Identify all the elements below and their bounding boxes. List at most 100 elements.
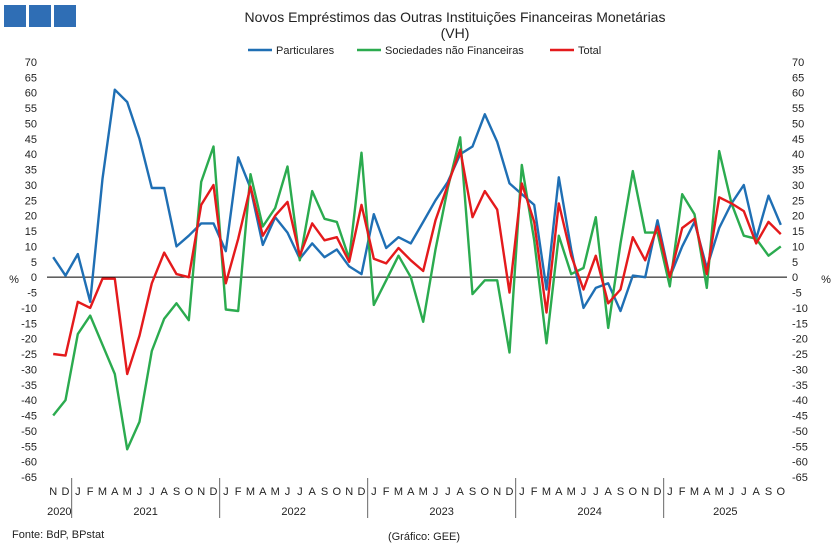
logo-square-3 bbox=[54, 5, 76, 27]
month-tick-label: O bbox=[777, 486, 786, 498]
month-tick-label: M bbox=[98, 486, 107, 498]
y-tick-label-left: -50 bbox=[21, 426, 37, 438]
month-tick-label: N bbox=[641, 486, 649, 498]
series-line-total bbox=[53, 148, 782, 376]
y-tick-label-right: 40 bbox=[792, 149, 804, 161]
month-tick-label: D bbox=[62, 486, 70, 498]
year-label: 2025 bbox=[713, 506, 737, 518]
y-tick-label-left: -5 bbox=[27, 288, 37, 300]
month-tick-label: J bbox=[445, 486, 451, 498]
y-tick-label-right: -15 bbox=[792, 318, 808, 330]
y-tick-label-right: -55 bbox=[792, 441, 808, 453]
y-tick-label-left: 0 bbox=[31, 272, 37, 284]
y-tick-label-right: 20 bbox=[792, 211, 804, 223]
y-tick-label-left: -65 bbox=[21, 472, 37, 484]
month-tick-label: O bbox=[333, 486, 342, 498]
year-label: 2020 bbox=[47, 506, 71, 518]
y-tick-label-left: 50 bbox=[25, 118, 37, 130]
y-tick-label-right: 60 bbox=[792, 88, 804, 100]
month-tick-label: M bbox=[690, 486, 699, 498]
month-tick-label: M bbox=[715, 486, 724, 498]
y-tick-label-left: 60 bbox=[25, 88, 37, 100]
y-tick-label-right: -35 bbox=[792, 380, 808, 392]
month-tick-label: M bbox=[419, 486, 428, 498]
y-tick-label-right: 65 bbox=[792, 72, 804, 84]
y-tick-label-left: -60 bbox=[21, 457, 37, 469]
y-tick-label-right: 45 bbox=[792, 134, 804, 146]
month-tick-label: J bbox=[667, 486, 673, 498]
y-tick-label-right: -20 bbox=[792, 334, 808, 346]
month-tick-label: J bbox=[371, 486, 377, 498]
y-tick-label-right: -50 bbox=[792, 426, 808, 438]
month-tick-label: S bbox=[617, 486, 624, 498]
y-tick-label-left: 65 bbox=[25, 72, 37, 84]
y-tick-label-left: 20 bbox=[25, 211, 37, 223]
month-tick-label: A bbox=[604, 486, 612, 498]
month-tick-label: A bbox=[160, 486, 168, 498]
legend-label: Sociedades não Financeiras bbox=[385, 45, 524, 57]
month-tick-label: N bbox=[493, 486, 501, 498]
legend-label: Total bbox=[578, 45, 601, 57]
month-tick-label: A bbox=[111, 486, 119, 498]
y-tick-label-left: -55 bbox=[21, 441, 37, 453]
y-tick-label-left: 10 bbox=[25, 241, 37, 253]
y-tick-label-left: 45 bbox=[25, 134, 37, 146]
logo-square-1 bbox=[4, 5, 26, 27]
y-tick-label-right: -45 bbox=[792, 411, 808, 423]
month-tick-label: F bbox=[87, 486, 94, 498]
y-tick-label-right: -65 bbox=[792, 472, 808, 484]
year-label: 2024 bbox=[577, 506, 601, 518]
month-tick-label: O bbox=[629, 486, 638, 498]
plot-area bbox=[52, 88, 782, 451]
y-tick-label-right: 0 bbox=[792, 272, 798, 284]
y-tick-label-left: 55 bbox=[25, 103, 37, 115]
month-tick-label: J bbox=[729, 486, 735, 498]
month-tick-label: F bbox=[531, 486, 538, 498]
y-axis-label-left: % bbox=[9, 274, 19, 286]
y-tick-label-right: 10 bbox=[792, 241, 804, 253]
y-tick-label-right: 55 bbox=[792, 103, 804, 115]
year-label: 2023 bbox=[429, 506, 453, 518]
month-tick-label: M bbox=[394, 486, 403, 498]
month-tick-label: D bbox=[506, 486, 514, 498]
y-tick-label-right: 15 bbox=[792, 226, 804, 238]
chart-subtitle: (VH) bbox=[441, 25, 470, 41]
series-line-particulares bbox=[52, 88, 782, 313]
month-tick-label: A bbox=[308, 486, 316, 498]
y-tick-label-left: -40 bbox=[21, 395, 37, 407]
month-tick-label: S bbox=[321, 486, 328, 498]
month-tick-label: M bbox=[567, 486, 576, 498]
month-tick-label: N bbox=[197, 486, 205, 498]
y-tick-label-right: 25 bbox=[792, 195, 804, 207]
month-tick-label: J bbox=[433, 486, 439, 498]
y-tick-label-left: 35 bbox=[25, 165, 37, 177]
month-tick-label: F bbox=[235, 486, 242, 498]
legend-label: Particulares bbox=[276, 45, 335, 57]
month-tick-label: J bbox=[297, 486, 303, 498]
year-label: 2022 bbox=[281, 506, 305, 518]
month-tick-label: J bbox=[137, 486, 143, 498]
month-tick-label: A bbox=[752, 486, 760, 498]
credit-note: (Gráfico: GEE) bbox=[388, 531, 460, 543]
month-tick-label: M bbox=[246, 486, 255, 498]
month-tick-label: J bbox=[75, 486, 81, 498]
month-tick-label: D bbox=[210, 486, 218, 498]
month-tick-label: A bbox=[703, 486, 711, 498]
month-tick-label: J bbox=[741, 486, 747, 498]
month-tick-label: J bbox=[519, 486, 525, 498]
month-tick-label: A bbox=[555, 486, 563, 498]
month-tick-label: S bbox=[765, 486, 772, 498]
y-tick-label-right: -10 bbox=[792, 303, 808, 315]
y-tick-label-right: 50 bbox=[792, 118, 804, 130]
month-tick-label: N bbox=[345, 486, 353, 498]
y-tick-label-right: -30 bbox=[792, 364, 808, 376]
y-tick-label-right: 30 bbox=[792, 180, 804, 192]
source-note: Fonte: BdP, BPstat bbox=[12, 529, 104, 541]
month-tick-label: O bbox=[481, 486, 490, 498]
y-tick-label-right: -5 bbox=[792, 288, 802, 300]
month-tick-label: S bbox=[469, 486, 476, 498]
y-tick-label-left: 15 bbox=[25, 226, 37, 238]
month-tick-label: A bbox=[259, 486, 267, 498]
